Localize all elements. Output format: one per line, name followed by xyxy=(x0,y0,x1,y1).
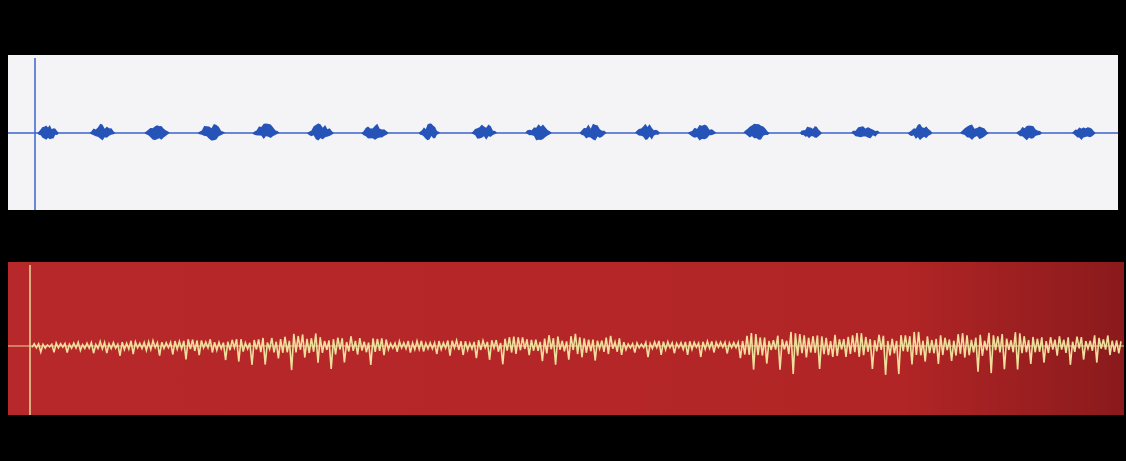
waveform-panel-bottom xyxy=(8,262,1124,415)
page: (() => { const data = JSON.parse(documen… xyxy=(0,0,1126,461)
screen-photo xyxy=(0,0,1126,461)
